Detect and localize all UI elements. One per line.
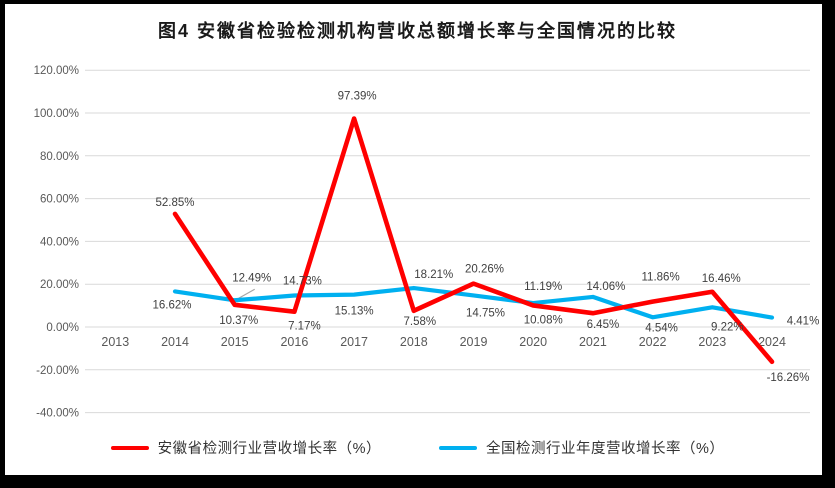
legend-label-national: 全国检测行业年度营收增长率（%） [486, 441, 725, 457]
y-axis-tick-label: -20.00% [36, 365, 79, 377]
data-label: 4.41% [787, 316, 820, 328]
data-label: -16.26% [767, 372, 810, 384]
data-label: 6.45% [587, 319, 620, 331]
x-axis-tick-label: 2019 [460, 335, 488, 349]
x-axis-tick-label: 2018 [400, 335, 428, 349]
legend-item-anhui: 安徽省检测行业营收增长率（%） [110, 437, 381, 458]
y-axis-tick-label: 60.00% [40, 194, 79, 206]
data-label: 10.37% [219, 315, 258, 327]
x-axis-tick-label: 2017 [340, 335, 368, 349]
y-axis-tick-label: 80.00% [40, 151, 79, 163]
data-label: 18.21% [414, 269, 453, 281]
y-axis-tick-label: 100.00% [34, 108, 79, 120]
frame-border-left [0, 0, 5, 488]
data-label: 14.73% [283, 275, 322, 287]
x-axis-tick-label: 2015 [221, 335, 249, 349]
x-axis-tick-label: 2013 [101, 335, 129, 349]
data-label: 16.62% [152, 299, 191, 311]
x-axis-tick-label: 2023 [698, 335, 726, 349]
data-label: 20.26% [465, 264, 504, 276]
frame-border-top [0, 0, 835, 4]
x-axis-tick-label: 2014 [161, 335, 189, 349]
label-leader-line [238, 288, 255, 299]
x-axis-tick-label: 2024 [758, 335, 786, 349]
data-label: 16.46% [702, 273, 741, 285]
data-label: 14.75% [466, 307, 505, 319]
chart-title: 图4 安徽省检验检测机构营收总额增长率与全国情况的比较 [157, 21, 677, 41]
data-label: 9.22% [711, 321, 744, 333]
data-label: 4.54% [645, 322, 678, 334]
data-label: 7.58% [403, 316, 436, 328]
data-label: 52.85% [155, 197, 194, 209]
y-axis-tick-label: 20.00% [40, 279, 79, 291]
y-axis-tick-label: 0.00% [46, 322, 79, 334]
x-axis-tick-label: 2022 [639, 335, 667, 349]
series-line-national [172, 285, 775, 320]
y-axis-tick-label: -40.00% [36, 408, 79, 420]
data-label: 10.08% [524, 314, 563, 326]
data-label: 11.19% [524, 281, 562, 293]
data-label: 97.39% [338, 91, 377, 103]
series-line-anhui [172, 116, 775, 365]
data-label: 12.49% [232, 272, 271, 284]
data-label: 11.86% [642, 272, 680, 284]
y-axis-tick-label: 40.00% [40, 236, 79, 248]
x-axis-tick-label: 2016 [280, 335, 308, 349]
y-axis-tick-label: 120.00% [34, 65, 79, 77]
legend-label-anhui: 安徽省检测行业营收增长率（%） [157, 441, 381, 457]
frame-border-bottom [0, 475, 835, 488]
x-axis-tick-label: 2021 [579, 335, 607, 349]
legend-line-swatch-anhui [110, 445, 149, 450]
x-axis-tick-label: 2020 [519, 335, 547, 349]
legend: 安徽省检测行业营收增长率（%） 全国检测行业年度营收增长率（%） [0, 437, 835, 458]
legend-line-swatch-national [439, 445, 477, 450]
data-label: 14.06% [586, 281, 625, 293]
data-label: 15.13% [335, 306, 374, 318]
legend-item-national: 全国检测行业年度营收增长率（%） [439, 437, 724, 458]
frame-border-right [822, 0, 835, 488]
data-label: 7.17% [288, 321, 321, 333]
